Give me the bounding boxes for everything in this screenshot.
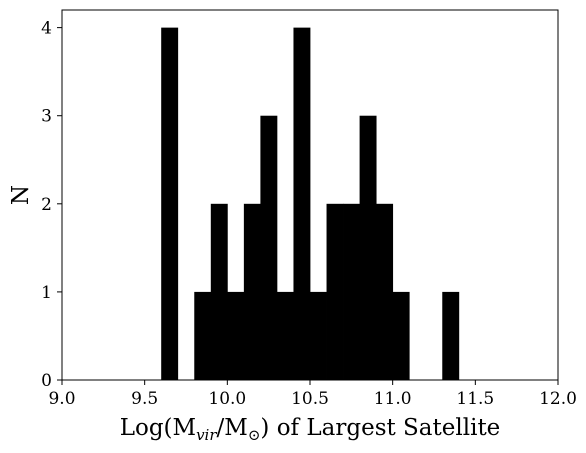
y-tick-label: 1	[41, 283, 52, 303]
x-tick-label: 10.0	[208, 389, 246, 409]
y-axis-label: N	[8, 185, 34, 205]
x-tick-label: 10.5	[291, 389, 329, 409]
y-tick-label: 2	[41, 195, 52, 215]
histogram-bar	[343, 203, 360, 380]
histogram-bar	[194, 291, 212, 380]
bars-group	[161, 27, 460, 380]
y-axis-ticks: 0 1 2 3 4	[41, 19, 62, 391]
histogram-bar	[326, 203, 344, 380]
x-tick-label: 11.0	[374, 389, 412, 409]
histogram-bar	[376, 203, 394, 380]
histogram-bar	[442, 291, 460, 380]
x-tick-label: 9.0	[48, 389, 75, 409]
histogram-bar	[243, 203, 261, 380]
x-tick-label: 11.5	[456, 389, 494, 409]
x-axis-ticks: 9.0 9.5 10.0 10.5 11.0 11.5 12.0	[48, 380, 577, 409]
x-tick-label: 12.0	[539, 389, 577, 409]
histogram-bar	[276, 291, 294, 380]
histogram-bar	[310, 291, 327, 380]
x-tick-label: 9.5	[131, 389, 158, 409]
histogram-bar	[161, 27, 179, 380]
y-tick-label: 3	[41, 107, 52, 127]
histogram-bar	[227, 291, 245, 380]
y-tick-label: 0	[41, 371, 52, 391]
histogram-bar	[392, 291, 410, 380]
x-axis-label: Log(Mvir/M⊙) of Largest Satellite	[120, 415, 501, 444]
histogram-bar	[293, 27, 311, 380]
y-tick-label: 4	[41, 19, 52, 39]
histogram-bar	[210, 203, 228, 380]
histogram-bar	[260, 115, 278, 380]
histogram-bar	[359, 115, 377, 380]
